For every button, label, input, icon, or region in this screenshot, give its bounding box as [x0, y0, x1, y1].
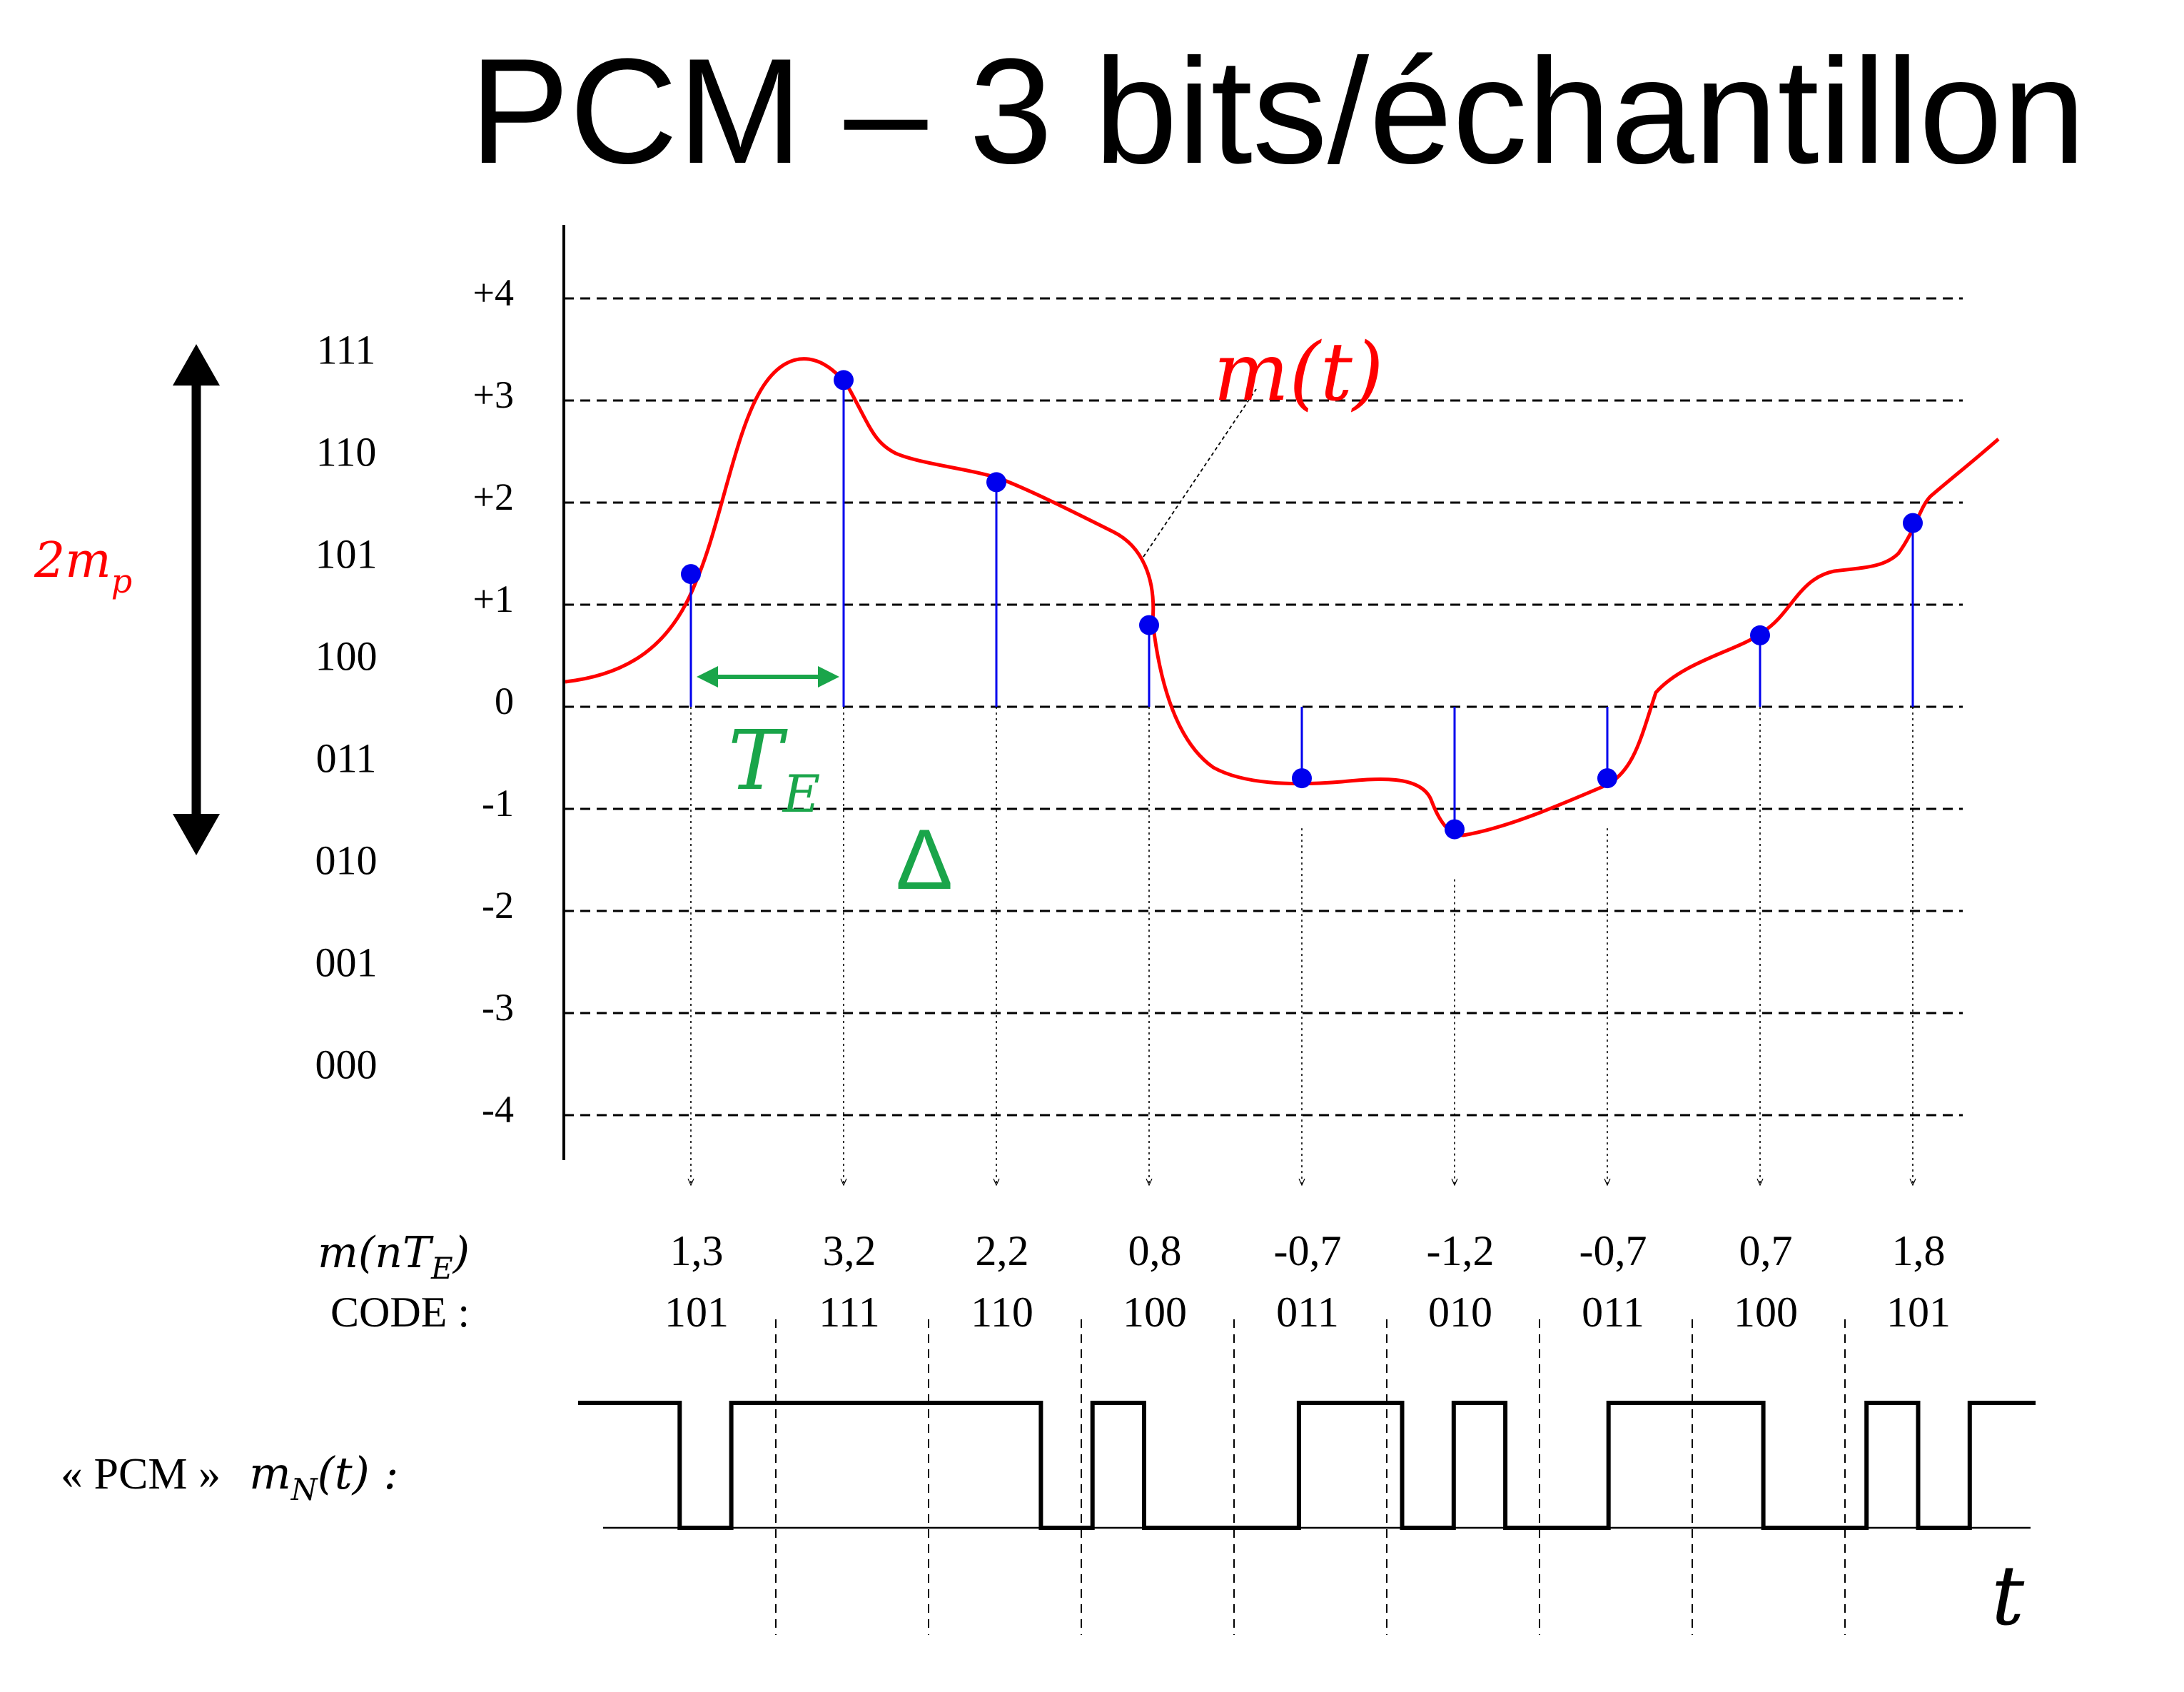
sample-dot — [1903, 513, 1923, 533]
pcm-signal-label: « PCM » mN(t) : — [61, 1447, 398, 1507]
y-tick-label: +2 — [473, 475, 514, 518]
quantization-step-label: Δ — [896, 812, 953, 907]
amplitude-range-arrow — [173, 344, 220, 855]
pcm-waveform — [578, 1401, 2036, 1530]
sample-dot — [1292, 768, 1312, 789]
sample-dot — [681, 564, 701, 585]
sample-value: 0,7 — [1739, 1227, 1793, 1274]
level-code-label: 011 — [316, 735, 377, 782]
sample-dot — [1139, 615, 1159, 635]
time-axis-label: t — [1991, 1549, 2025, 1644]
sample-values: 1,3 3,2 2,2 0,8 -0,7 -1,2 -0,7 0,7 1,8 — [670, 1227, 1946, 1274]
page-title: PCM – 3 bits/échantillon — [470, 27, 2086, 195]
sample-code: 011 — [1276, 1289, 1339, 1336]
y-tick-label: -1 — [482, 782, 514, 825]
level-code-label: 000 — [315, 1042, 378, 1088]
level-code-label: 100 — [315, 633, 378, 680]
y-tick-label: +3 — [473, 373, 514, 416]
sample-code: 100 — [1123, 1289, 1187, 1336]
sample-dot — [1445, 819, 1465, 840]
sample-value: -0,7 — [1579, 1227, 1647, 1274]
y-axis-tick-labels: +4 +3 +2 +1 0 -1 -2 -3 -4 — [473, 271, 514, 1131]
sample-dot — [1597, 768, 1617, 789]
level-code-labels: 111 110 101 100 011 010 001 000 — [315, 327, 378, 1088]
curve-label: m(t) — [1213, 326, 1384, 419]
sample-points — [681, 370, 1923, 840]
sample-code: 011 — [1582, 1289, 1644, 1336]
y-tick-label: 0 — [495, 680, 514, 722]
y-tick-label: +4 — [473, 271, 514, 314]
sample-dot — [1750, 625, 1770, 645]
quantization-grid — [564, 297, 1963, 1117]
sample-projection-arrows — [691, 707, 1913, 1185]
sample-value: -0,7 — [1274, 1227, 1342, 1274]
y-tick-label: +1 — [473, 578, 514, 620]
code-values: 101 111 110 100 011 010 011 100 101 — [664, 1289, 1951, 1336]
sample-code: 111 — [819, 1289, 880, 1336]
curve-label-leader — [1143, 388, 1257, 558]
sample-code: 010 — [1428, 1289, 1492, 1336]
sampling-period-label: TE — [728, 713, 820, 824]
level-code-label: 110 — [316, 429, 377, 475]
sample-code: 101 — [1886, 1289, 1951, 1336]
sample-dot — [834, 370, 854, 391]
level-code-label: 111 — [317, 327, 376, 373]
level-code-label: 101 — [315, 531, 378, 578]
sample-code: 101 — [664, 1289, 729, 1336]
sample-value: 1,8 — [1892, 1227, 1946, 1274]
y-tick-label: -3 — [482, 986, 514, 1029]
sample-value: -1,2 — [1427, 1227, 1495, 1274]
sample-code: 100 — [1734, 1289, 1798, 1336]
level-code-label: 010 — [315, 837, 378, 884]
code-row-label: CODE : — [330, 1289, 470, 1336]
sample-code: 110 — [971, 1289, 1033, 1336]
sample-value: 3,2 — [823, 1227, 876, 1274]
sample-dot — [986, 472, 1006, 493]
sample-value: 0,8 — [1128, 1227, 1182, 1274]
y-tick-label: -4 — [482, 1088, 514, 1131]
amplitude-label: 2mp — [34, 533, 132, 600]
level-code-label: 001 — [315, 940, 378, 986]
signal-curve — [565, 357, 2000, 837]
sample-row-label: m(nTE) — [318, 1228, 470, 1286]
y-tick-label: -2 — [482, 884, 514, 927]
sample-value: 2,2 — [976, 1227, 1029, 1274]
sample-value: 1,3 — [670, 1227, 724, 1274]
sample-separators — [775, 1319, 1846, 1635]
